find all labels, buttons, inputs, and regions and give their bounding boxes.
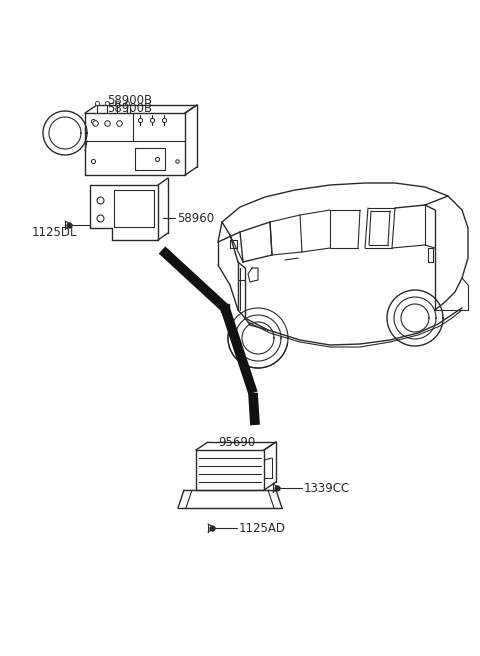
Text: 95690: 95690 [218,436,255,449]
Text: 58960: 58960 [177,211,214,224]
Text: 1339CC: 1339CC [304,482,350,495]
Text: 58900B: 58900B [107,94,152,106]
Text: 1125DL: 1125DL [32,226,77,239]
Text: 58900B: 58900B [107,102,152,115]
Text: 1125AD: 1125AD [239,522,286,535]
